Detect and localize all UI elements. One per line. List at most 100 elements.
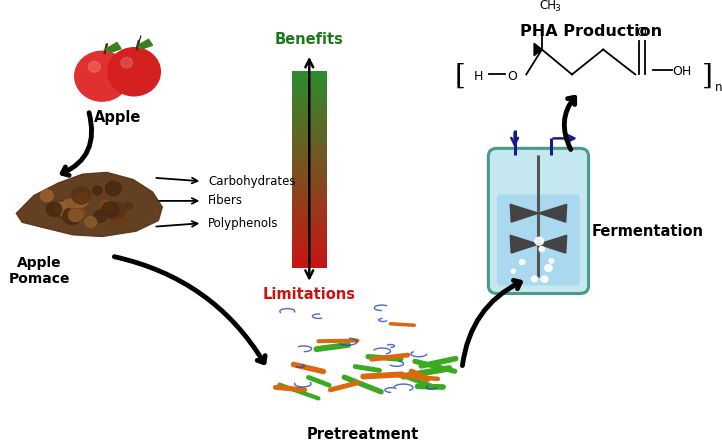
- Bar: [292, 234, 327, 237]
- FancyArrowPatch shape: [62, 113, 92, 175]
- Bar: [292, 233, 327, 235]
- Bar: [292, 254, 327, 256]
- Bar: [292, 231, 327, 233]
- Polygon shape: [539, 204, 567, 222]
- Bar: [292, 192, 327, 194]
- Text: O: O: [636, 26, 646, 39]
- Text: n: n: [715, 81, 722, 94]
- Text: PHA Production: PHA Production: [521, 24, 663, 39]
- Circle shape: [541, 276, 548, 282]
- Text: Apple: Apple: [94, 110, 142, 125]
- Polygon shape: [510, 235, 539, 253]
- Circle shape: [58, 201, 78, 218]
- Bar: [292, 97, 327, 100]
- Bar: [292, 210, 327, 212]
- Circle shape: [539, 247, 544, 252]
- Bar: [292, 87, 327, 90]
- Text: Pretreatment: Pretreatment: [307, 427, 419, 442]
- Polygon shape: [138, 39, 152, 49]
- FancyBboxPatch shape: [497, 194, 580, 285]
- Bar: [292, 185, 327, 188]
- Circle shape: [60, 200, 75, 214]
- Bar: [292, 200, 327, 202]
- Text: Benefits: Benefits: [275, 32, 344, 47]
- Bar: [292, 169, 327, 171]
- Circle shape: [124, 202, 133, 210]
- Bar: [292, 224, 327, 227]
- Bar: [292, 73, 327, 75]
- Bar: [292, 109, 327, 111]
- Text: Polyphenols: Polyphenols: [208, 217, 279, 229]
- Bar: [292, 92, 327, 95]
- FancyBboxPatch shape: [488, 148, 588, 294]
- Circle shape: [63, 208, 81, 225]
- Circle shape: [105, 181, 121, 196]
- Circle shape: [100, 200, 113, 212]
- Bar: [292, 164, 327, 167]
- Circle shape: [46, 202, 62, 216]
- Bar: [292, 90, 327, 93]
- Bar: [292, 82, 327, 85]
- Bar: [292, 74, 327, 77]
- Text: H: H: [474, 70, 483, 83]
- Bar: [292, 148, 327, 150]
- Text: Carbohydrates: Carbohydrates: [208, 175, 295, 188]
- Bar: [292, 187, 327, 189]
- Circle shape: [52, 201, 71, 218]
- Bar: [292, 102, 327, 105]
- Bar: [292, 250, 327, 253]
- Bar: [292, 115, 327, 117]
- FancyArrowPatch shape: [565, 97, 575, 149]
- Bar: [292, 237, 327, 240]
- Polygon shape: [539, 235, 567, 253]
- Circle shape: [511, 269, 516, 273]
- FancyArrowPatch shape: [462, 280, 521, 365]
- Bar: [292, 255, 327, 258]
- Circle shape: [108, 48, 160, 96]
- Bar: [292, 221, 327, 224]
- Bar: [292, 151, 327, 153]
- Bar: [292, 126, 327, 129]
- Bar: [292, 154, 327, 157]
- Bar: [292, 182, 327, 184]
- Text: ]: ]: [702, 63, 713, 90]
- Bar: [292, 203, 327, 206]
- Bar: [292, 84, 327, 86]
- Bar: [292, 257, 327, 260]
- Bar: [292, 152, 327, 155]
- Bar: [292, 138, 327, 140]
- Bar: [292, 244, 327, 246]
- Bar: [292, 228, 327, 230]
- Bar: [292, 141, 327, 144]
- Bar: [292, 110, 327, 113]
- Bar: [292, 121, 327, 124]
- Bar: [292, 198, 327, 201]
- Bar: [292, 236, 327, 238]
- Bar: [292, 113, 327, 116]
- Circle shape: [66, 198, 77, 208]
- Bar: [292, 193, 327, 196]
- Text: O: O: [507, 70, 517, 83]
- Bar: [292, 117, 327, 119]
- Bar: [292, 130, 327, 132]
- Bar: [292, 206, 327, 209]
- Bar: [292, 99, 327, 101]
- Circle shape: [75, 208, 85, 218]
- Circle shape: [67, 213, 76, 221]
- Bar: [292, 214, 327, 217]
- Bar: [292, 226, 327, 229]
- Bar: [292, 156, 327, 158]
- Bar: [292, 242, 327, 245]
- Circle shape: [84, 217, 97, 227]
- Bar: [292, 180, 327, 183]
- Bar: [292, 247, 327, 250]
- Text: Apple
Pomace: Apple Pomace: [9, 256, 71, 286]
- Bar: [292, 205, 327, 207]
- Bar: [292, 140, 327, 142]
- Bar: [292, 136, 327, 139]
- Bar: [292, 95, 327, 98]
- Circle shape: [40, 190, 53, 202]
- Bar: [292, 213, 327, 215]
- Bar: [292, 190, 327, 193]
- Bar: [292, 172, 327, 175]
